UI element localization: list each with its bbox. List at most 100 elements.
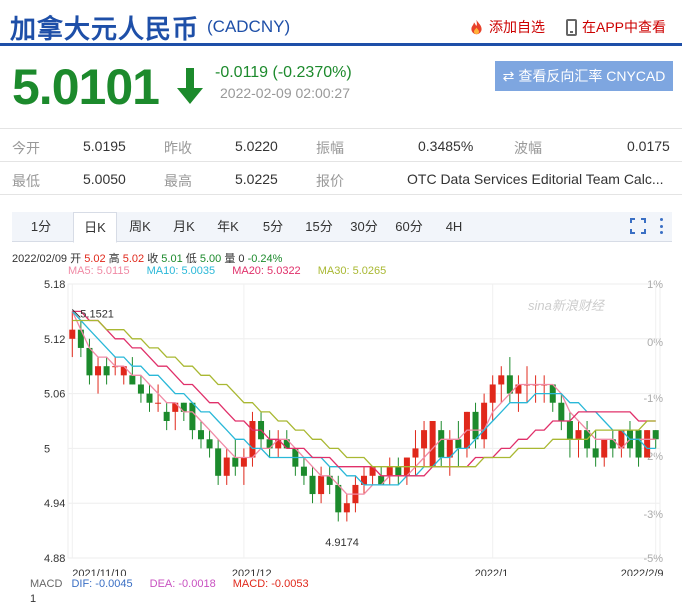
y-tick-label: 5.06	[44, 389, 65, 401]
stats-row: 今开 5.0195 昨收 5.0220 振幅 0.3485% 波幅 0.0175	[0, 129, 682, 162]
stat-value: OTC Data Services Editorial Team Calc...	[407, 171, 664, 187]
candle-body	[300, 466, 307, 476]
tab-30min[interactable]: 30分	[350, 219, 378, 234]
stat-label: 今开	[12, 140, 40, 156]
stat-value: 0.0175	[627, 138, 670, 154]
y-tick-label: 5.12	[44, 334, 65, 346]
candle-body	[395, 466, 402, 476]
stats-table: 今开 5.0195 昨收 5.0220 振幅 0.3485% 波幅 0.0175…	[0, 128, 682, 195]
close-label: 收	[147, 253, 159, 265]
stat-value: 5.0220	[235, 138, 278, 154]
candle-body	[481, 402, 488, 440]
candle-body	[189, 402, 196, 431]
volume-label: 量	[224, 253, 236, 265]
stats-row: 最低 5.0050 最高 5.0225 报价 OTC Data Services…	[0, 162, 682, 195]
pct-change: -0.24%	[247, 253, 283, 265]
candle-body	[446, 439, 453, 458]
tab-4h[interactable]: 4H	[445, 219, 463, 234]
page-title: 加拿大元人民币	[10, 14, 200, 44]
macd-legend: MACD DIF: -0.0045 DEA: -0.0018 MACD: -0.…	[30, 578, 323, 590]
candle-body	[378, 475, 385, 485]
reverse-rate-button[interactable]: ⇄ 查看反向汇率 CNYCAD	[495, 61, 673, 91]
pct-tick-label: 1%	[647, 279, 663, 291]
high-label: 高	[108, 253, 120, 265]
low-annotation: 4.9174	[325, 537, 359, 549]
high-pointer	[71, 309, 81, 318]
tab-60min[interactable]: 60分	[395, 219, 423, 234]
stat-label: 振幅	[316, 140, 344, 156]
candle-body	[309, 475, 316, 495]
y-tick-label: 5	[44, 443, 50, 455]
candle-body	[86, 347, 93, 376]
open-label: 开	[70, 253, 82, 265]
current-price: 5.0101	[12, 59, 160, 115]
candle-body	[163, 411, 170, 421]
macd-dif: DIF: -0.0045	[71, 578, 133, 590]
candle-body	[206, 439, 213, 449]
candle-body	[137, 384, 144, 394]
stat-label: 昨收	[164, 140, 192, 156]
tab-15min[interactable]: 15分	[305, 219, 333, 234]
x-tick-label: 2021/11/10	[72, 568, 126, 576]
tab-5min[interactable]: 5分	[262, 219, 284, 234]
candle-body	[326, 475, 333, 485]
open-in-app-button[interactable]: 在APP中查看	[566, 17, 666, 37]
candle-body	[266, 439, 273, 449]
macd-title: MACD	[30, 578, 63, 590]
period-tabs: 1分 日K 周K 月K 年K 5分 15分 30分 60分 4H	[12, 212, 672, 243]
candlestick-chart[interactable]: 5.185.125.0654.944.881%0%-1%-2%-3%-5%202…	[0, 276, 682, 576]
candle-body	[155, 402, 162, 404]
candle-body	[498, 375, 505, 385]
tab-monthly[interactable]: 月K	[173, 219, 195, 234]
open-value: 5.02	[84, 253, 106, 265]
ma30-legend: MA30: 5.0265	[317, 265, 387, 277]
stat-label: 最高	[164, 173, 192, 189]
stat-label: 报价	[316, 173, 344, 189]
candle-body	[77, 329, 84, 348]
tab-daily[interactable]: 日K	[73, 212, 117, 243]
candle-body	[592, 448, 599, 458]
candle-body	[318, 475, 325, 495]
candle-body	[429, 421, 436, 467]
page-header: 加拿大元人民币 (CADCNY) 添加自选 在APP中查看	[0, 0, 682, 46]
candle-body	[215, 448, 222, 476]
quote-time: 2022-02-09 02:00:27	[220, 85, 350, 101]
ma-line-ma5	[71, 311, 656, 495]
candle-body	[120, 366, 127, 376]
watermark-logo: sina新浪财经	[528, 298, 606, 313]
reverse-rate-label: 查看反向汇率 CNYCAD	[518, 68, 666, 84]
candle-body	[412, 448, 419, 458]
tab-1min[interactable]: 1分	[30, 219, 52, 234]
fullscreen-icon[interactable]	[630, 218, 646, 234]
stat-value: 5.0050	[83, 171, 126, 187]
candle-body	[601, 439, 608, 458]
add-watchlist-button[interactable]: 添加自选	[468, 17, 545, 37]
candle-body	[275, 439, 282, 449]
swap-icon: ⇄	[502, 67, 515, 84]
candle-body	[566, 421, 573, 440]
volume-value: 0	[238, 253, 245, 265]
tab-weekly[interactable]: 周K	[129, 219, 151, 234]
candle-body	[223, 457, 230, 476]
y-tick-label: 4.88	[44, 553, 65, 565]
down-arrow-icon	[177, 68, 203, 104]
candle-body	[618, 430, 625, 449]
pct-tick-label: -5%	[643, 553, 663, 565]
bar-info: 2022/02/09 开 5.02 高 5.02 收 5.01 低 5.00 量…	[12, 250, 282, 266]
open-in-app-label: 在APP中查看	[582, 19, 667, 35]
tab-yearly[interactable]: 年K	[217, 219, 239, 234]
pct-tick-label: -1%	[643, 393, 663, 405]
more-options-icon[interactable]	[660, 218, 664, 234]
candle-body	[575, 430, 582, 440]
candle-body	[489, 384, 496, 403]
candle-body	[421, 430, 428, 449]
currency-code: (CADCNY)	[207, 17, 291, 36]
y-tick-label: 5.18	[44, 279, 65, 291]
candle-body	[644, 430, 651, 458]
ma-legend: MA5: 5.0115 MA10: 5.0035 MA20: 5.0322 MA…	[68, 265, 400, 277]
low-label: 低	[185, 253, 197, 265]
candle-body	[369, 466, 376, 476]
ma20-legend: MA20: 5.0322	[232, 265, 301, 277]
candle-body	[283, 439, 290, 449]
stat-value: 5.0225	[235, 171, 278, 187]
